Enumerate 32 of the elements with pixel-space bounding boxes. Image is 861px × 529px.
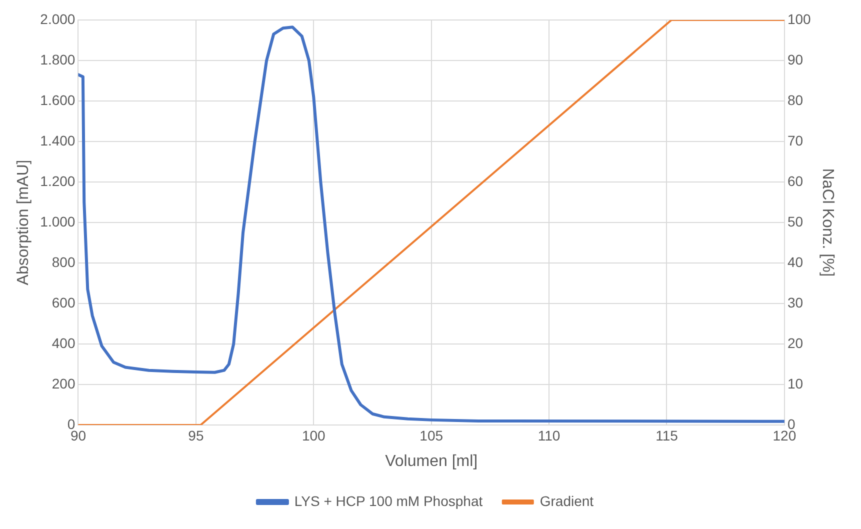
x-axis-title: Volumen [ml] [385,452,478,470]
x-tick-label: 100 [302,427,326,444]
y-tick-label: 400 [52,334,76,351]
y-tick-label: 600 [52,294,76,310]
y-tick-label: 1.400 [40,132,76,148]
legend-label: Gradient [540,492,594,509]
y2-tick-label: 80 [787,92,804,108]
y-tick-label: 1.000 [40,213,76,230]
y-tick-label: 800 [52,254,76,270]
y-tick-label: 1.800 [40,51,76,68]
y2-axis-title: NaCl Konz. [%] [818,168,836,277]
y2-tick-label: 40 [787,254,804,270]
y-tick-label: 1.600 [40,92,76,108]
y2-tick-label: 70 [787,132,804,148]
y2-tick-label: 20 [787,334,804,351]
y2-tick-label: 90 [787,51,804,68]
x-tick-label: 95 [188,427,204,444]
x-tick-label: 115 [656,427,678,444]
y2-tick-label: 100 [787,10,812,27]
y2-tick-label: 30 [787,294,804,310]
y-tick-label: 0 [67,416,76,432]
y-axis-title: Absorption [mAU] [15,160,32,286]
y2-tick-label: 60 [787,172,804,189]
y2-tick-label: 50 [787,213,804,230]
x-tick-label: 110 [538,427,560,444]
legend-label: LYS + HCP 100 mM Phosphat [294,492,483,509]
y-tick-label: 1.200 [40,172,76,189]
x-tick-label: 105 [420,427,444,444]
y2-tick-label: 10 [787,375,804,392]
y-tick-label: 200 [52,375,76,392]
y2-tick-label: 0 [787,416,796,432]
y-tick-label: 2.000 [40,10,76,27]
